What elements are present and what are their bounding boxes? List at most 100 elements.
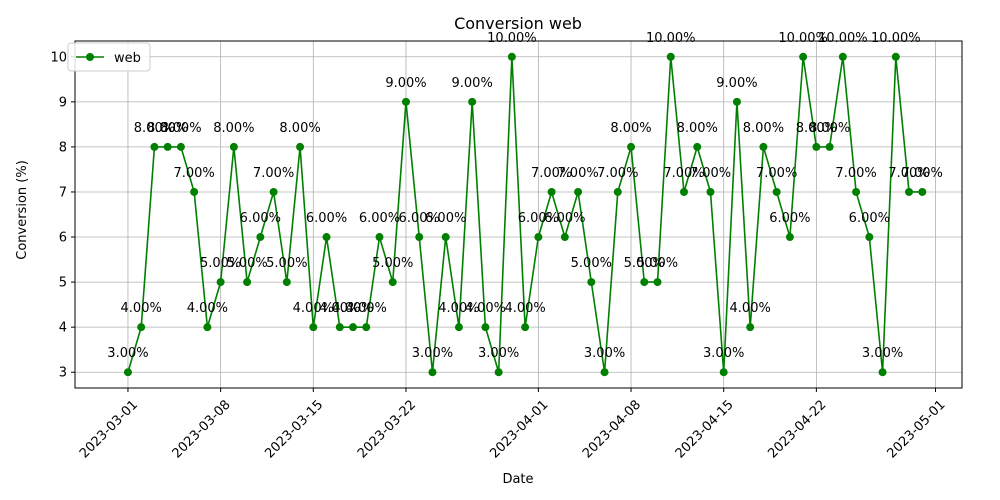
data-label: 4.00% <box>346 301 387 316</box>
data-point <box>322 233 331 242</box>
data-label: 8.00% <box>809 121 850 136</box>
data-label: 7.00% <box>597 166 638 181</box>
data-label: 3.00% <box>412 346 453 361</box>
data-point <box>627 142 636 151</box>
data-label: 10.00% <box>646 31 696 46</box>
data-point <box>600 368 609 377</box>
data-point <box>534 233 543 242</box>
data-point <box>481 323 490 332</box>
data-point <box>693 142 702 151</box>
data-label: 8.00% <box>147 121 188 136</box>
data-label: 5.00% <box>637 256 678 271</box>
data-point <box>825 142 834 151</box>
data-point <box>785 233 794 242</box>
data-point <box>216 278 225 287</box>
data-label: 8.00% <box>677 121 718 136</box>
y-tick-label: 8 <box>59 140 67 155</box>
data-label: 6.00% <box>544 211 585 226</box>
data-point <box>441 233 450 242</box>
data-label: 6.00% <box>240 211 281 226</box>
data-label: 4.00% <box>187 301 228 316</box>
data-label: 9.00% <box>452 76 493 91</box>
data-label: 5.00% <box>226 256 267 271</box>
data-point <box>852 187 861 196</box>
data-point <box>547 187 556 196</box>
data-label: 5.00% <box>200 256 241 271</box>
data-label: 8.00% <box>160 121 201 136</box>
y-tick-label: 9 <box>59 95 67 110</box>
data-label: 6.00% <box>359 211 400 226</box>
data-point <box>759 142 768 151</box>
y-tick-label: 4 <box>59 321 67 336</box>
data-label: 10.00% <box>487 31 537 46</box>
data-label: 9.00% <box>716 76 757 91</box>
data-label: 4.00% <box>730 301 771 316</box>
data-point <box>812 142 821 151</box>
data-label: 10.00% <box>818 31 868 46</box>
data-point <box>772 187 781 196</box>
data-point <box>150 142 159 151</box>
data-label: 4.00% <box>332 301 373 316</box>
data-point <box>256 233 265 242</box>
data-point <box>229 142 238 151</box>
data-point <box>905 187 914 196</box>
data-point <box>878 368 887 377</box>
data-point <box>640 278 649 287</box>
data-point <box>918 187 927 196</box>
data-label: 4.00% <box>121 301 162 316</box>
series-layer <box>123 52 927 377</box>
data-point <box>666 52 675 61</box>
data-label: 6.00% <box>518 211 559 226</box>
data-point <box>507 52 516 61</box>
data-point <box>123 368 132 377</box>
data-point <box>190 187 199 196</box>
data-label: 7.00% <box>888 166 929 181</box>
data-label: 4.00% <box>504 301 545 316</box>
data-point <box>468 97 477 106</box>
data-labels-layer: 3.00%4.00%8.00%8.00%8.00%7.00%4.00%5.00%… <box>107 31 943 361</box>
data-label: 7.00% <box>835 166 876 181</box>
data-label: 7.00% <box>663 166 704 181</box>
data-label: 9.00% <box>385 76 426 91</box>
data-label: 7.00% <box>756 166 797 181</box>
data-label: 5.00% <box>266 256 307 271</box>
data-point <box>309 323 318 332</box>
data-point <box>282 278 291 287</box>
plot-frame <box>74 40 963 389</box>
y-tick-label: 5 <box>59 276 67 291</box>
data-point <box>719 368 728 377</box>
y-axis-title: Conversion (%) <box>15 160 30 260</box>
y-tick-label: 7 <box>59 185 67 200</box>
data-label: 3.00% <box>584 346 625 361</box>
data-point <box>296 142 305 151</box>
data-label: 8.00% <box>743 121 784 136</box>
data-point <box>401 97 410 106</box>
data-label: 7.00% <box>557 166 598 181</box>
data-point <box>560 233 569 242</box>
data-label: 8.00% <box>796 121 837 136</box>
data-point <box>388 278 397 287</box>
data-point <box>799 52 808 61</box>
legend-marker-swatch <box>86 53 94 61</box>
data-point <box>521 323 530 332</box>
data-point <box>891 52 900 61</box>
data-point <box>494 368 503 377</box>
data-point <box>454 323 463 332</box>
data-label: 3.00% <box>478 346 519 361</box>
data-label: 7.00% <box>253 166 294 181</box>
data-label: 6.00% <box>425 211 466 226</box>
data-point <box>653 278 662 287</box>
data-point <box>415 233 424 242</box>
legend: web <box>67 42 151 72</box>
data-label: 4.00% <box>438 301 479 316</box>
data-point <box>865 233 874 242</box>
data-label: 3.00% <box>703 346 744 361</box>
data-point <box>375 233 384 242</box>
data-label: 6.00% <box>399 211 440 226</box>
data-label: 10.00% <box>778 31 828 46</box>
data-label: 8.00% <box>134 121 175 136</box>
data-point <box>838 52 847 61</box>
data-point <box>362 323 371 332</box>
